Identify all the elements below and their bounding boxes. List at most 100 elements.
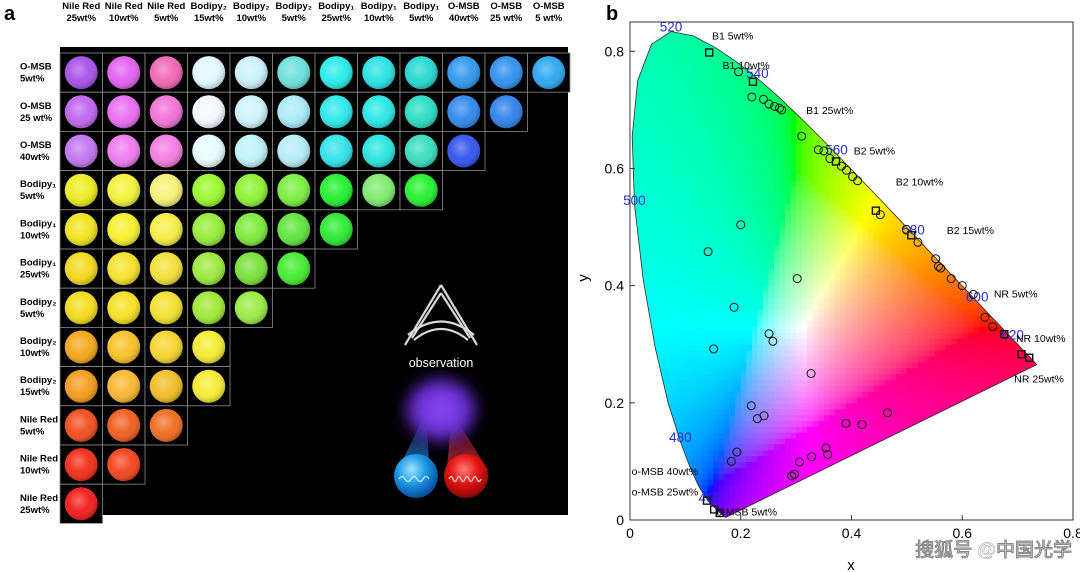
circle-marker xyxy=(746,401,756,411)
sample-cell xyxy=(102,326,146,367)
sample-cell xyxy=(357,91,401,132)
sample-annotation: B2 5wt% xyxy=(854,145,895,157)
sample-cell xyxy=(102,405,146,446)
sample-cell xyxy=(229,287,273,328)
sample-cell xyxy=(399,130,443,171)
circle-marker xyxy=(823,449,833,459)
column-header-line: Bodipy₂ xyxy=(191,1,227,12)
sample-cell xyxy=(59,91,103,132)
sample-cell xyxy=(229,209,273,250)
circle-marker xyxy=(841,418,851,428)
sample-cell xyxy=(272,248,316,289)
sample-annotation: B2 10wt% xyxy=(896,176,943,188)
sample-cell xyxy=(399,52,443,93)
y-tick-label: 0.6 xyxy=(605,160,625,176)
sample-cell xyxy=(187,287,231,328)
y-tick-label: 0.8 xyxy=(605,43,625,59)
sample-cell xyxy=(484,52,528,93)
sample-cell xyxy=(229,130,273,171)
wavelength-label: 480 xyxy=(669,430,692,445)
column-header-line: 5wt% xyxy=(154,13,179,24)
circle-marker xyxy=(726,456,736,466)
row-header-line: 10wt% xyxy=(20,466,50,477)
sample-cell xyxy=(187,91,231,132)
sample-cell xyxy=(399,91,443,132)
eye-icon xyxy=(404,284,478,346)
sample-cell xyxy=(102,287,146,328)
sample-cell xyxy=(102,91,146,132)
sample-annotation: NR 25wt% xyxy=(1014,373,1064,385)
sample-cell xyxy=(59,130,103,171)
sample-cell xyxy=(442,91,486,132)
column-header-line: 10wt% xyxy=(364,13,394,24)
circle-marker xyxy=(797,131,807,141)
sample-cell xyxy=(59,209,103,250)
row-header-line: 25wt% xyxy=(20,270,50,281)
square-marker xyxy=(1000,330,1009,339)
row-header-line: 15wt% xyxy=(20,387,50,398)
x-axis: 0 0.2 0.4 0.6 0.8 xyxy=(626,515,1080,541)
circle-marker xyxy=(980,312,990,322)
sample-cell xyxy=(229,170,273,211)
circle-marker xyxy=(787,471,797,481)
sample-cell xyxy=(314,130,358,171)
sample-cell xyxy=(144,326,188,367)
sample-cell xyxy=(102,366,146,407)
sample-annotation: B1 25wt% xyxy=(806,105,853,117)
sample-cell xyxy=(272,209,316,250)
sample-cell xyxy=(102,248,146,289)
circle-marker xyxy=(813,145,823,155)
circle-marker xyxy=(821,443,831,453)
circle-marker xyxy=(734,67,744,77)
sample-cell xyxy=(357,130,401,171)
row-header-line: O-MSB xyxy=(20,62,52,73)
sample-cell xyxy=(187,170,231,211)
row-header-line: 10wt% xyxy=(20,230,50,241)
sample-cell xyxy=(187,326,231,367)
circle-marker xyxy=(709,344,719,354)
wavelength-label: 580 xyxy=(902,223,925,238)
circle-marker xyxy=(957,281,967,291)
row-header-line: Nile Red xyxy=(20,414,58,425)
sample-cell xyxy=(102,52,146,93)
sample-cell xyxy=(484,91,528,132)
circle-marker xyxy=(936,263,946,273)
sample-cell xyxy=(314,52,358,93)
blue-emitter-sphere xyxy=(394,454,438,498)
wavelength-label: 520 xyxy=(660,19,683,34)
panel-a-label: a xyxy=(4,3,16,25)
row-header-line: 5wt% xyxy=(20,74,45,85)
sample-cell xyxy=(187,130,231,171)
column-header-line: 5wt% xyxy=(282,13,307,24)
sample-cell xyxy=(59,483,103,524)
sample-cell xyxy=(144,287,188,328)
sample-cell xyxy=(59,248,103,289)
sample-cell xyxy=(144,405,188,446)
watermark: 搜狐号 @中国光学 xyxy=(915,538,1072,561)
square-marker xyxy=(715,508,724,518)
column-header-line: Bodipy₁ xyxy=(403,1,439,12)
row-header-line: Nile Red xyxy=(20,493,58,504)
sample-cell xyxy=(144,91,188,132)
circle-marker xyxy=(747,92,757,102)
sample-cell xyxy=(59,405,103,446)
circle-marker xyxy=(775,103,785,113)
row-header-line: Bodipy₂ xyxy=(20,297,56,308)
sample-cell xyxy=(102,170,146,211)
x-tick-label: 0.8 xyxy=(1063,525,1080,541)
circle-marker xyxy=(825,154,835,164)
circle-marker xyxy=(792,274,802,284)
sample-cell xyxy=(187,209,231,250)
sample-cell xyxy=(442,52,486,93)
